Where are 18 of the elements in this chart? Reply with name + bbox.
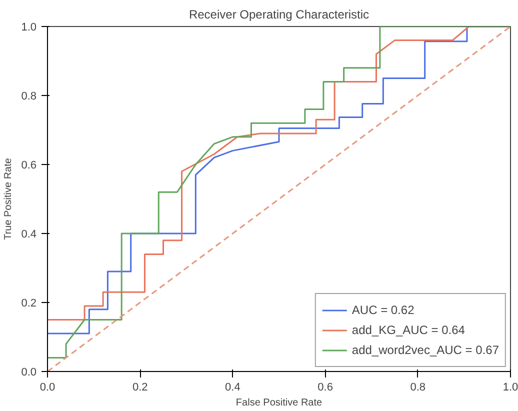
x-tick-label: 0.8 [410,382,426,394]
x-tick-label: 1.0 [502,382,518,394]
legend-label: add_word2vec_AUC = 0.67 [352,343,499,357]
chart-title: Receiver Operating Characteristic [188,8,370,22]
y-tick-label: 0.2 [21,298,37,310]
x-axis-title: False Positive Rate [236,398,323,408]
x-tick-label: 0.4 [225,382,240,394]
y-tick-label: 1.0 [21,22,37,34]
x-tick-label: 0.6 [318,382,333,394]
y-tick-label: 0.6 [21,160,37,172]
y-tick-label: 0.8 [21,90,37,102]
legend-label: AUC = 0.62 [352,303,414,317]
x-tick-label: 0.0 [40,382,56,394]
y-tick-label: 0.0 [21,366,37,378]
x-tick-label: 0.2 [132,382,148,394]
y-axis-title: True Positive Rate [3,158,14,240]
y-tick-label: 0.4 [21,228,37,240]
legend-label: add_KG_AUC = 0.64 [352,323,465,337]
